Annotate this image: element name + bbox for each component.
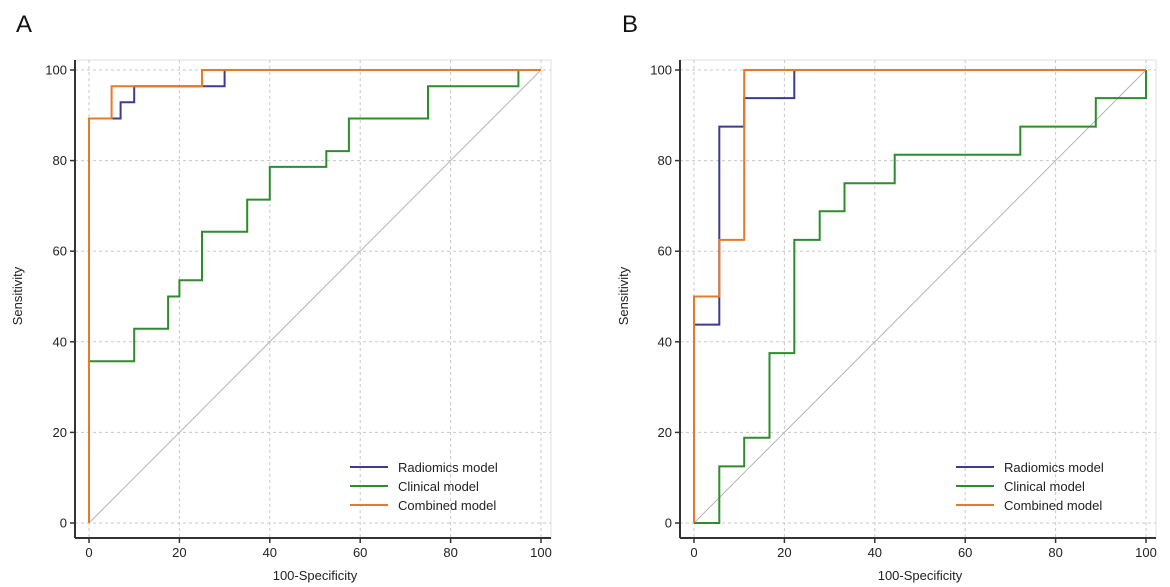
y-tick-label: 100: [45, 63, 67, 78]
y-tick-label: 80: [53, 153, 67, 168]
x-tick-label: 60: [353, 545, 367, 560]
roc-curve-clinical-model: [694, 70, 1147, 524]
x-axis-title: 100-Specificity: [273, 568, 358, 583]
legend-label: Clinical model: [398, 479, 479, 494]
x-tick-label: 80: [1048, 545, 1062, 560]
roc-curve-clinical-model: [88, 69, 541, 523]
y-tick-label: 20: [658, 425, 672, 440]
y-tick-label: 40: [658, 334, 672, 349]
roc-curve-combined-model: [693, 69, 1146, 523]
x-tick-label: 20: [777, 545, 791, 560]
x-tick-label: 100: [1135, 545, 1157, 560]
y-tick-label: 0: [60, 516, 67, 531]
x-tick-label: 40: [263, 545, 277, 560]
y-tick-label: 60: [53, 244, 67, 259]
x-tick-label: 40: [868, 545, 882, 560]
reference-diagonal: [693, 69, 1147, 524]
legend-label: Radiomics model: [398, 460, 498, 475]
roc-curve-combined-model: [88, 69, 541, 523]
y-tick-label: 0: [665, 516, 672, 531]
x-tick-label: 0: [85, 545, 92, 560]
reference-diagonal: [88, 69, 542, 524]
y-tick-label: 60: [658, 244, 672, 259]
x-tick-label: 0: [690, 545, 697, 560]
x-tick-label: 20: [172, 545, 186, 560]
y-tick-label: 80: [658, 153, 672, 168]
roc-panel-a: 0 20 40 60 80 100 0 20 40 60 80 100 100-Specificity S…: [10, 59, 552, 583]
roc-panel-b: 0 20 40 60 80 100 0 20 40 60 80 100 100-Specificity S…: [616, 59, 1157, 583]
y-axis-title: Sensitivity: [616, 266, 631, 325]
legend-label: Clinical model: [1004, 479, 1085, 494]
x-axis-title: 100-Specificity: [878, 568, 963, 583]
x-tick-label: 100: [530, 545, 552, 560]
y-tick-label: 20: [53, 425, 67, 440]
legend-label: Combined model: [1004, 498, 1102, 513]
y-tick-label: 40: [53, 334, 67, 349]
x-tick-label: 60: [958, 545, 972, 560]
legend-label: Combined model: [398, 498, 496, 513]
x-tick-label: 80: [443, 545, 457, 560]
panel-letter-a: A: [16, 11, 32, 38]
legend-label: Radiomics model: [1004, 460, 1104, 475]
panel-letter-b: B: [622, 11, 638, 38]
y-tick-label: 100: [650, 63, 672, 78]
y-axis-title: Sensitivity: [10, 266, 25, 325]
